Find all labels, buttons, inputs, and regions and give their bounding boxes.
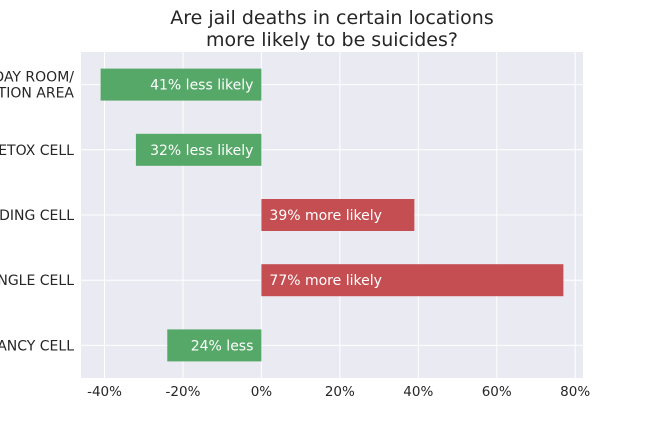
bars xyxy=(100,68,564,362)
chart-title-line-2: more likely to be suicides? xyxy=(206,29,458,51)
category-labels: DAY ROOM/TION AREA ETOX CELL DING CELL NGLE… xyxy=(0,70,74,355)
bar-3 xyxy=(261,264,564,297)
bar-labels: 41% less likely 32% less likely 39% more l… xyxy=(150,78,382,355)
x-tick-label-3: 20% xyxy=(325,384,355,400)
x-tick-label-5: 60% xyxy=(482,384,512,400)
bar-label-3: 77% more likely xyxy=(269,273,381,289)
bar-label-2: 39% more likely xyxy=(269,208,381,224)
x-tick-label-0: -40% xyxy=(87,384,122,400)
x-tick-label-1: -20% xyxy=(166,384,201,400)
chart-title-line-1: Are jail deaths in certain locations xyxy=(170,7,494,29)
bar-4 xyxy=(167,329,262,362)
x-tick-label-2: 0% xyxy=(251,384,273,400)
x-tick-label-4: 40% xyxy=(403,384,433,400)
category-label-4: ANCY CELL xyxy=(0,338,74,354)
category-label-1: ETOX CELL xyxy=(0,143,74,159)
category-label-3: NGLE CELL xyxy=(0,273,74,289)
bar-label-0: 41% less likely xyxy=(150,78,253,94)
bar-1 xyxy=(135,133,262,166)
x-tick-label-6: 80% xyxy=(560,384,590,400)
category-label-0: DAY ROOM/TION AREA xyxy=(0,70,74,102)
bar-2 xyxy=(261,199,415,231)
bar-0 xyxy=(100,68,262,101)
bar-label-1: 32% less likely xyxy=(150,143,253,159)
category-label-2: DING CELL xyxy=(0,208,74,224)
bar-label-4: 24% less xyxy=(191,338,254,354)
x-tick-labels: -40% -20% 0% 20% 40% 60% 80% xyxy=(87,384,590,400)
